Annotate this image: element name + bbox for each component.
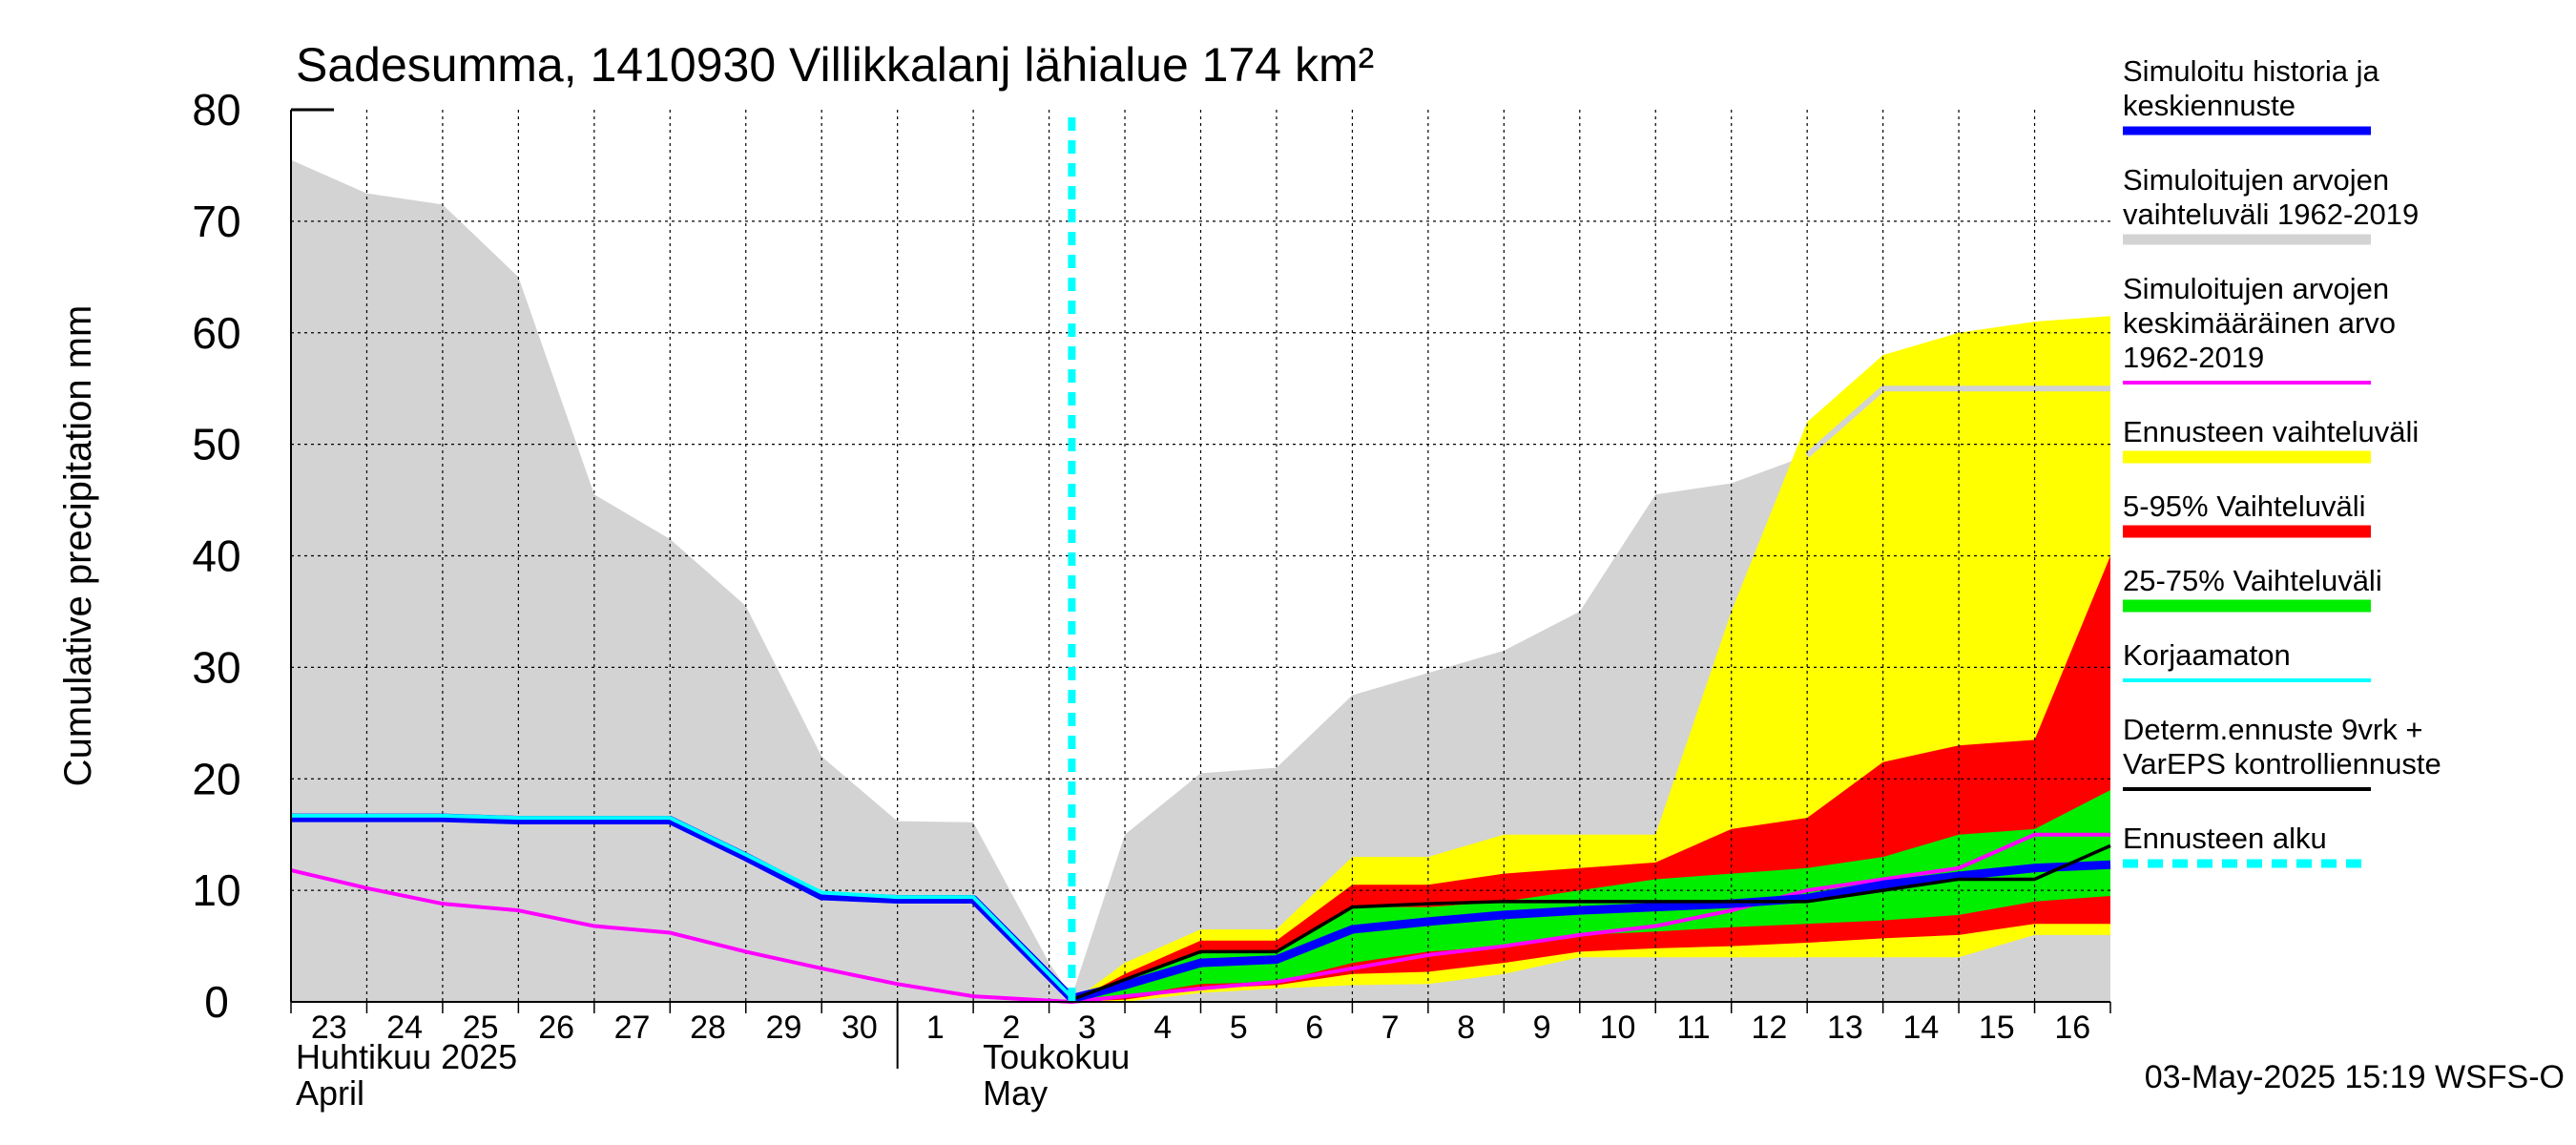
legend-label: Ennusteen vaihteluväli: [2123, 415, 2419, 448]
legend-label: 5-95% Vaihteluväli: [2123, 489, 2365, 523]
legend-label: vaihteluväli 1962-2019: [2123, 198, 2419, 231]
y-tick-label: 30: [192, 642, 240, 692]
legend-label: Ennusteen alku: [2123, 822, 2327, 855]
y-tick-label: 20: [192, 754, 240, 803]
y-tick-label: 50: [192, 420, 240, 469]
uncorrected-line: [291, 813, 1073, 999]
month-label: Huhtikuu 2025: [296, 1037, 517, 1076]
x-tick-label: 24: [386, 1010, 423, 1046]
determ-forecast-line: [1070, 843, 2111, 1002]
x-tick-label: 3: [1078, 1010, 1096, 1046]
x-tick-label: 15: [1979, 1010, 2015, 1046]
x-tick-label: 14: [1902, 1010, 1939, 1046]
x-tick-label: 30: [841, 1010, 878, 1046]
x-tick-label: 5: [1230, 1010, 1248, 1046]
x-tick-label: 4: [1153, 1010, 1172, 1046]
grid-layer: [291, 110, 2110, 1002]
x-tick-label: 7: [1381, 1010, 1400, 1046]
x-tick-label: 1: [926, 1010, 945, 1046]
chart-title: Sadesumma, 1410930 Villikkalanj lähialue…: [296, 38, 1374, 92]
footer-timestamp: 03-May-2025 15:19 WSFS-O: [2145, 1059, 2565, 1095]
legend-label: Simuloitujen arvojen: [2123, 272, 2389, 305]
x-tick-label: 8: [1457, 1010, 1475, 1046]
simulated-history-line: [291, 813, 2111, 1003]
legend-label: Korjaamaton: [2123, 638, 2291, 672]
x-tick-label: 25: [463, 1010, 499, 1046]
x-tick-label: 29: [766, 1010, 802, 1046]
x-tick-label: 11: [1676, 1010, 1710, 1046]
range-25-75-band: [1071, 789, 2110, 1002]
legend-label: Determ.ennuste 9vrk +: [2123, 713, 2422, 746]
legend-label: keskimääräinen arvo: [2123, 306, 2396, 340]
x-tick-label: 10: [1600, 1010, 1636, 1046]
legend-label: 25-75% Vaihteluväli: [2123, 564, 2382, 597]
y-tick-label: 80: [192, 85, 240, 135]
x-tick-label: 28: [690, 1010, 726, 1046]
y-tick-label: 70: [192, 197, 240, 246]
x-tick-label: 27: [614, 1010, 651, 1046]
legend-label: Simuloitujen arvojen: [2123, 163, 2389, 197]
legend-label: keskiennuste: [2123, 89, 2296, 122]
month-label-english: May: [983, 1073, 1048, 1113]
y-tick-label: 10: [192, 865, 240, 915]
legend-label: 1962-2019: [2123, 341, 2264, 374]
line-layer: [290, 117, 2111, 1004]
y-tick-label: 40: [192, 531, 240, 581]
x-tick-label: 12: [1752, 1010, 1788, 1046]
month-label: Toukokuu: [983, 1037, 1130, 1076]
x-tick-label: 23: [311, 1010, 347, 1046]
y-axis-label: Cumulative precipitation mm: [57, 305, 99, 787]
x-tick-label: 9: [1533, 1010, 1551, 1046]
x-tick-label: 2: [1002, 1010, 1020, 1046]
month-label-english: April: [296, 1073, 364, 1113]
historical-upper-envelope: [1805, 385, 2110, 458]
x-tick-label: 16: [2054, 1010, 2090, 1046]
mean-line: [290, 832, 2110, 1004]
x-tick-label: 13: [1827, 1010, 1863, 1046]
legend-label: Simuloitu historia ja: [2123, 54, 2380, 88]
x-tick-label: 26: [538, 1010, 574, 1046]
x-tick-label: 6: [1305, 1010, 1323, 1046]
y-tick-label: 60: [192, 308, 240, 358]
legend-label: VarEPS kontrolliennuste: [2123, 747, 2441, 781]
y-tick-label: 0: [204, 977, 229, 1027]
